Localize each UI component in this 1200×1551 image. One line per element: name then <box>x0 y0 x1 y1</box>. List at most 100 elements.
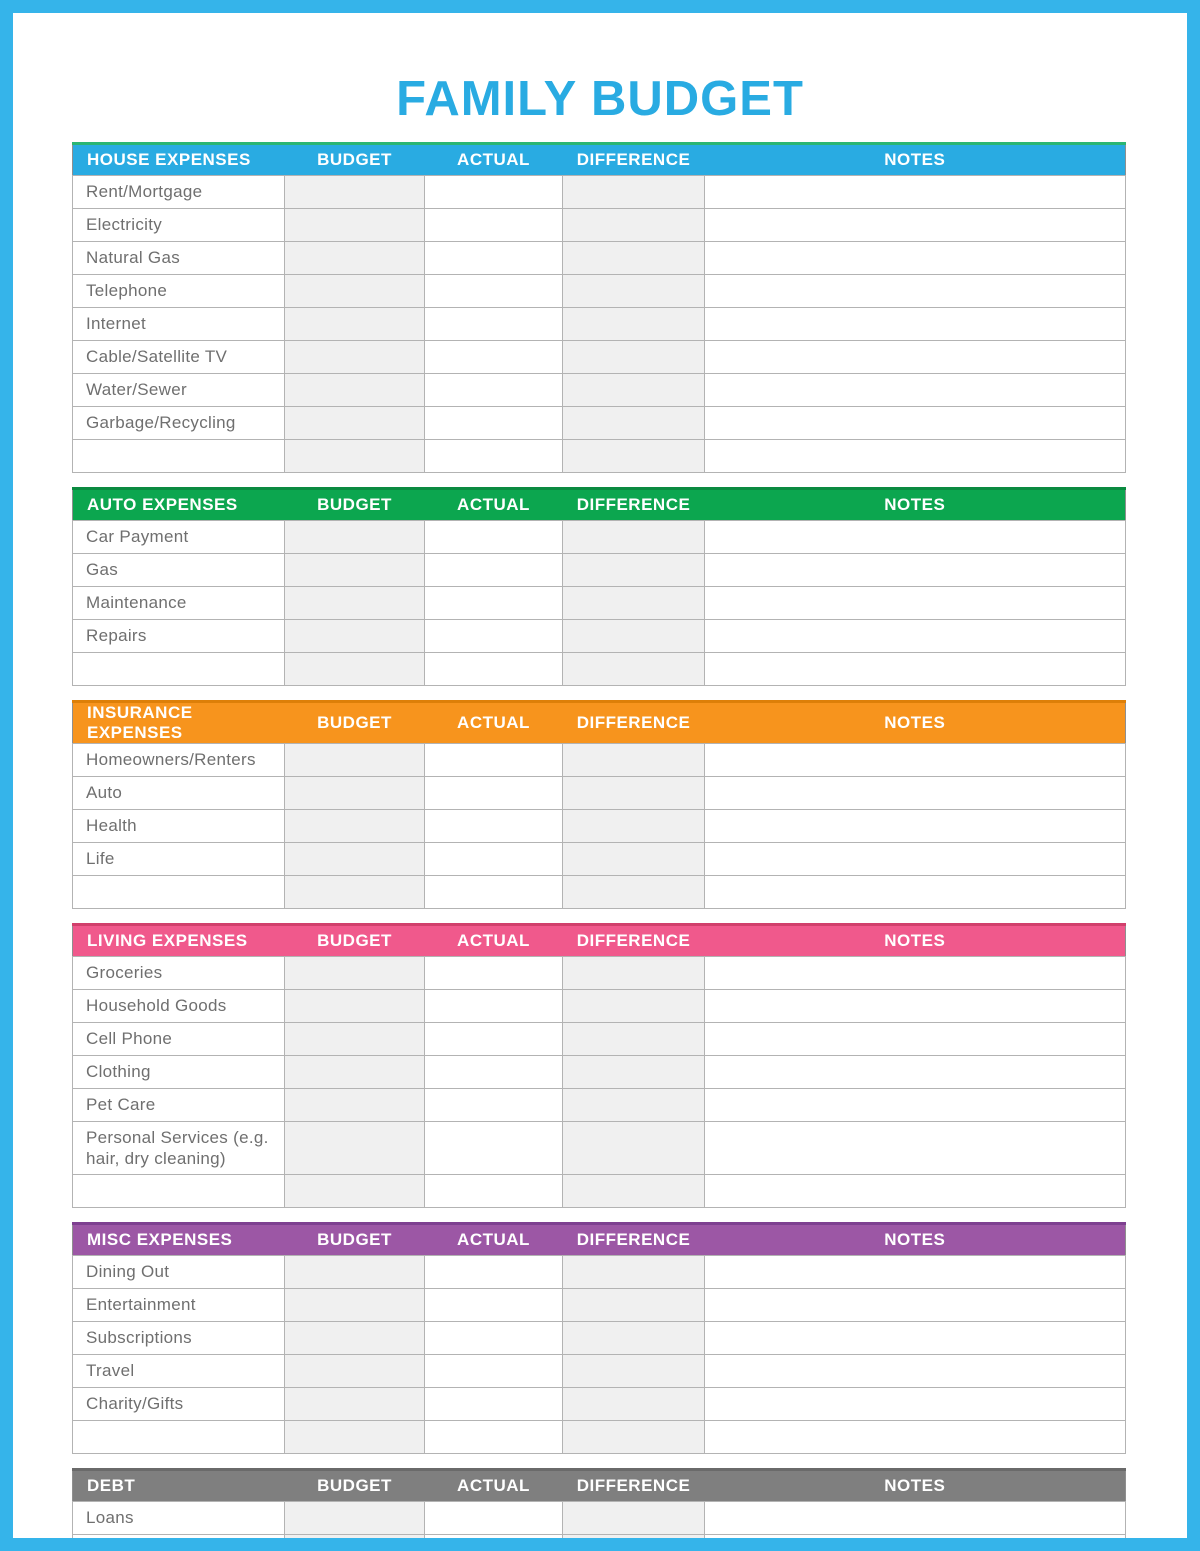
difference-cell <box>562 989 705 1023</box>
expense-label: Cell Phone <box>72 1022 285 1056</box>
actual-cell <box>424 406 563 440</box>
difference-cell <box>562 842 705 876</box>
expense-label: Health <box>72 809 285 843</box>
actual-cell <box>424 1055 563 1089</box>
expense-row: Cell Phone <box>72 1022 1126 1056</box>
budget-cell <box>284 652 425 686</box>
budget-cell <box>284 553 425 587</box>
difference-cell <box>562 586 705 620</box>
section-table-auto-expenses: AUTO EXPENSES BUDGET ACTUAL DIFFERENCE NOTES… <box>72 487 1126 686</box>
expense-label: Car Payment <box>72 520 285 554</box>
section-header-row-auto-expenses: AUTO EXPENSES BUDGET ACTUAL DIFFERENCE NOTES <box>72 487 1126 521</box>
notes-cell <box>704 520 1126 554</box>
expense-row: Car Payment <box>72 520 1126 554</box>
column-header-notes: NOTES <box>704 142 1126 176</box>
difference-cell <box>562 1055 705 1089</box>
difference-cell <box>562 1174 705 1208</box>
difference-cell <box>562 241 705 275</box>
empty-expense-row <box>72 439 1126 473</box>
section-table-debt: DEBT BUDGET ACTUAL DIFFERENCE NOTES Loans Cred… <box>72 1468 1126 1538</box>
difference-cell <box>562 1420 705 1454</box>
actual-cell <box>424 956 563 990</box>
expense-label: Dining Out <box>72 1255 285 1289</box>
expense-label: Electricity <box>72 208 285 242</box>
budget-cell <box>284 340 425 374</box>
notes-cell <box>704 553 1126 587</box>
column-header-actual: ACTUAL <box>424 142 563 176</box>
column-header-difference: DIFFERENCE <box>562 142 705 176</box>
notes-cell <box>704 439 1126 473</box>
actual-cell <box>424 175 563 209</box>
difference-cell <box>562 743 705 777</box>
notes-cell <box>704 809 1126 843</box>
expense-label: Telephone <box>72 274 285 308</box>
difference-cell <box>562 1387 705 1421</box>
difference-cell <box>562 439 705 473</box>
actual-cell <box>424 652 563 686</box>
budget-cell <box>284 373 425 407</box>
difference-cell <box>562 875 705 909</box>
budget-cell <box>284 586 425 620</box>
notes-cell <box>704 1420 1126 1454</box>
section-table-living-expenses: LIVING EXPENSES BUDGET ACTUAL DIFFERENCE NOT… <box>72 923 1126 1208</box>
notes-cell <box>704 1387 1126 1421</box>
budget-cell <box>284 439 425 473</box>
actual-cell <box>424 619 563 653</box>
column-header-actual: ACTUAL <box>424 487 563 521</box>
budget-cell <box>284 1501 425 1535</box>
difference-cell <box>562 1501 705 1535</box>
actual-cell <box>424 1354 563 1388</box>
expense-label: Pet Care <box>72 1088 285 1122</box>
notes-cell <box>704 619 1126 653</box>
expense-row: Entertainment <box>72 1288 1126 1322</box>
actual-cell <box>424 241 563 275</box>
difference-cell <box>562 520 705 554</box>
expense-label: Rent/Mortgage <box>72 175 285 209</box>
actual-cell <box>424 809 563 843</box>
section-header-row-misc-expenses: MISC EXPENSES BUDGET ACTUAL DIFFERENCE NOTES <box>72 1222 1126 1256</box>
budget-cell <box>284 307 425 341</box>
budget-cell <box>284 1288 425 1322</box>
section-table-misc-expenses: MISC EXPENSES BUDGET ACTUAL DIFFERENCE NOTES… <box>72 1222 1126 1454</box>
notes-cell <box>704 586 1126 620</box>
budget-cell <box>284 875 425 909</box>
expense-label <box>72 875 285 909</box>
section-header-row-debt: DEBT BUDGET ACTUAL DIFFERENCE NOTES <box>72 1468 1126 1502</box>
expense-label: Auto <box>72 776 285 810</box>
column-header-difference: DIFFERENCE <box>562 923 705 957</box>
expense-row: Water/Sewer <box>72 373 1126 407</box>
budget-cell <box>284 1321 425 1355</box>
actual-cell <box>424 1022 563 1056</box>
actual-cell <box>424 586 563 620</box>
notes-cell <box>704 175 1126 209</box>
difference-cell <box>562 1321 705 1355</box>
difference-cell <box>562 340 705 374</box>
expense-label: Internet <box>72 307 285 341</box>
difference-cell <box>562 1088 705 1122</box>
section-title-auto-expenses: AUTO EXPENSES <box>72 487 285 521</box>
expense-row: Subscriptions <box>72 1321 1126 1355</box>
budget-cell <box>284 619 425 653</box>
expense-row: Maintenance <box>72 586 1126 620</box>
expense-row: Repairs <box>72 619 1126 653</box>
notes-cell <box>704 1255 1126 1289</box>
column-header-difference: DIFFERENCE <box>562 700 705 744</box>
section-title-misc-expenses: MISC EXPENSES <box>72 1222 285 1256</box>
actual-cell <box>424 1321 563 1355</box>
notes-cell <box>704 989 1126 1023</box>
budget-cell <box>284 743 425 777</box>
expense-label: Homeowners/Renters <box>72 743 285 777</box>
expense-row: Garbage/Recycling <box>72 406 1126 440</box>
notes-cell <box>704 1288 1126 1322</box>
actual-cell <box>424 1420 563 1454</box>
expense-label: Garbage/Recycling <box>72 406 285 440</box>
budget-cell <box>284 1387 425 1421</box>
budget-cell <box>284 1420 425 1454</box>
difference-cell <box>562 208 705 242</box>
actual-cell <box>424 1501 563 1535</box>
notes-cell <box>704 842 1126 876</box>
notes-cell <box>704 776 1126 810</box>
budget-cell <box>284 274 425 308</box>
section-table-insurance-expenses: INSURANCE EXPENSES BUDGET ACTUAL DIFFERENCE… <box>72 700 1126 909</box>
